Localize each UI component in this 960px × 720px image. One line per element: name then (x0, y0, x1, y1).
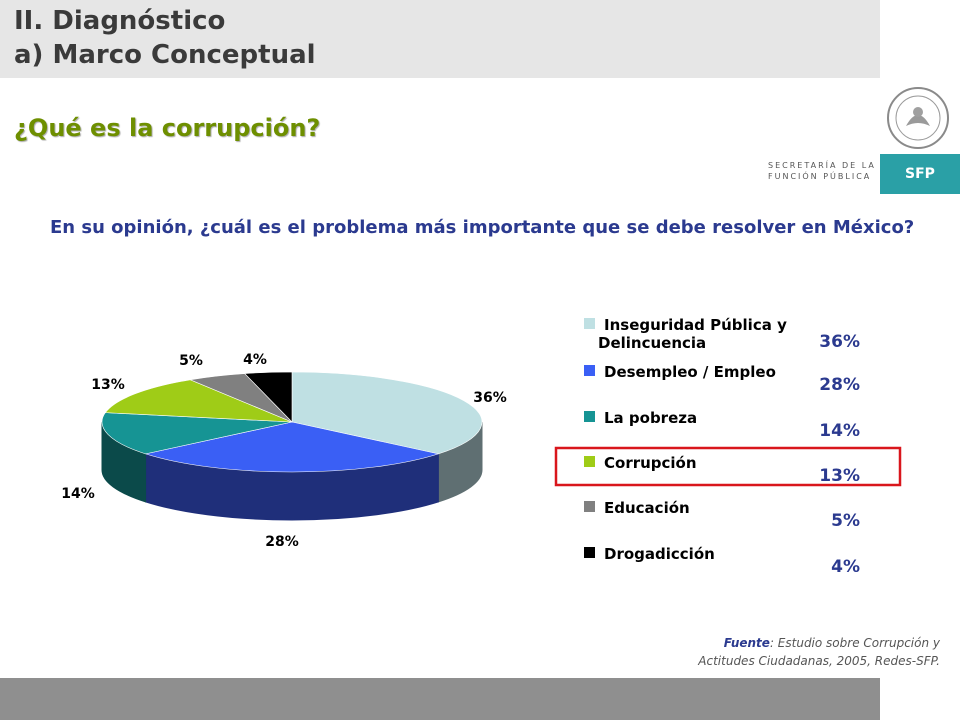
pie-slice-2 (101, 412, 293, 455)
highlight-box (554, 446, 902, 487)
pie-slice-0 (291, 371, 483, 455)
legend-pct-2: 14% (819, 421, 860, 441)
secretaria-line-1: SECRETARÍA DE LA (768, 161, 876, 170)
legend-label-4-0: Educación (604, 499, 690, 517)
legend-swatch-1 (584, 365, 595, 376)
source-lead: Fuente (723, 636, 770, 650)
legend-label-5-0: Drogadicción (604, 545, 715, 563)
pie-sides (101, 421, 483, 521)
source-note: Fuente: Estudio sobre Corrupción y Actit… (600, 634, 940, 670)
survey-question: En su opinión, ¿cuál es el problema más … (50, 217, 915, 238)
pie-slice-5 (244, 371, 293, 423)
pie-slice-1 (144, 421, 440, 473)
legend-label-1-0: Desempleo / Empleo (604, 363, 776, 381)
slice-label-4: 5% (179, 353, 203, 369)
legend-label-0-1: Delincuencia (598, 334, 706, 352)
secretaria-text: SECRETARÍA DE LA FUNCIÓN PÚBLICA (768, 160, 878, 182)
pie-top (101, 371, 483, 473)
legend-item-3: Corrupción 13% (584, 454, 860, 486)
pie-chart: 36% 28% 14% 13% 5% 4% Inseguridad Pública yDel… (61, 316, 902, 577)
header-line-2: a) Marco Conceptual (14, 40, 316, 70)
header-line-1: II. Diagnóstico (14, 6, 226, 36)
legend-pct-1: 28% (819, 375, 860, 395)
footer-band (0, 678, 880, 720)
header-title: II. Diagnóstico a) Marco Conceptual (14, 4, 316, 72)
legend-item-1: Desempleo / Empleo 28% (584, 363, 860, 395)
legend-label-2-0: La pobreza (604, 409, 697, 427)
slice-label-1: 28% (265, 534, 299, 550)
legend-pct-4: 5% (831, 511, 860, 531)
question-heading: ¿Qué es la corrupción? (14, 114, 321, 142)
legend-item-4: Educación 5% (584, 499, 860, 531)
source-line-2: Actitudes Ciudadanas, 2005, Redes-SFP. (698, 654, 940, 668)
source-line-1: : Estudio sobre Corrupción y (769, 636, 940, 650)
sfp-logo: SFP (880, 154, 960, 194)
slice-label-0: 36% (473, 390, 507, 406)
legend-swatch-4 (584, 501, 595, 512)
pie-slice-3 (104, 379, 293, 423)
secretaria-line-2: FUNCIÓN PÚBLICA (768, 172, 872, 181)
legend-item-2: La pobreza 14% (584, 409, 860, 441)
header-band (0, 0, 880, 78)
legend-pct-5: 4% (831, 557, 860, 577)
legend-swatch-3 (584, 456, 595, 467)
slice-label-3: 13% (91, 377, 125, 393)
legend-swatch-0 (584, 318, 595, 329)
slice-label-5: 4% (243, 352, 267, 368)
legend-pct-0: 36% (819, 332, 860, 352)
legend-item-5: Drogadicción 4% (584, 545, 860, 577)
slice-label-2: 14% (61, 486, 95, 502)
legend-swatch-2 (584, 411, 595, 422)
legend-label-3-0: Corrupción (604, 454, 697, 472)
seal-icon (887, 87, 949, 149)
legend-swatch-5 (584, 547, 595, 558)
legend-pct-3: 13% (819, 466, 860, 486)
legend-label-0-0: Inseguridad Pública y (604, 316, 787, 334)
